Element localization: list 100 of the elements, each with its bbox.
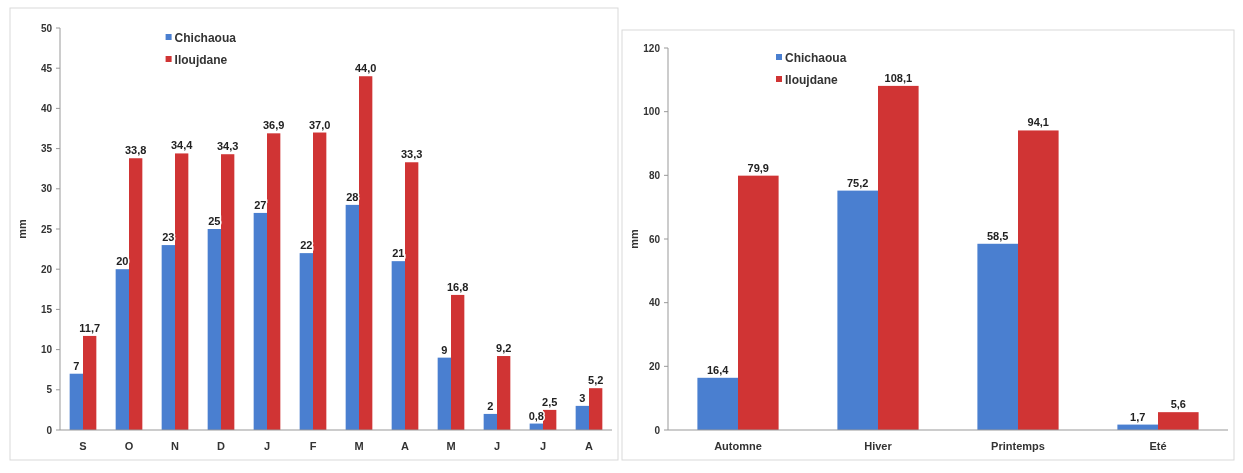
- y-tick-label: 10: [40, 344, 53, 356]
- bar: [878, 85, 919, 430]
- data-label: 11,7: [79, 321, 101, 334]
- data-label: 3: [579, 391, 586, 404]
- data-label: 16,8: [446, 280, 469, 293]
- y-tick-label: 60: [648, 233, 661, 245]
- y-axis-title: mm: [16, 219, 28, 239]
- y-tick-label: 80: [648, 169, 661, 181]
- x-tick-label: A: [401, 440, 410, 452]
- x-tick-label: Printemps: [991, 440, 1045, 452]
- bar: [837, 190, 878, 430]
- data-label: 44,0: [354, 62, 377, 75]
- bar: [313, 132, 327, 430]
- bar: [738, 175, 779, 430]
- data-label: 16,4: [706, 363, 730, 376]
- y-tick-label: 20: [648, 360, 661, 372]
- data-label: 34,4: [170, 139, 194, 152]
- bar: [345, 204, 359, 430]
- bar: [299, 253, 313, 430]
- data-label: 75,2: [846, 176, 869, 189]
- legend-label: Iloujdane: [174, 53, 228, 68]
- y-tick-label: 40: [648, 297, 661, 309]
- x-tick-label: O: [124, 440, 134, 452]
- bar: [129, 158, 143, 430]
- bar: [977, 243, 1018, 430]
- data-label: 9,2: [496, 342, 512, 355]
- bar: [451, 294, 465, 430]
- legend-label: Chichaoua: [785, 51, 847, 66]
- data-label: 27: [254, 198, 267, 211]
- data-label: 7: [73, 359, 80, 372]
- bar: [1018, 130, 1059, 430]
- bar: [405, 162, 419, 430]
- x-tick-label: F: [309, 440, 317, 452]
- data-label: 37,0: [308, 118, 331, 131]
- y-tick-label: 45: [40, 62, 53, 74]
- bar: [1158, 412, 1199, 430]
- data-label: 21: [392, 247, 405, 260]
- data-label: 33,3: [400, 148, 423, 161]
- y-tick-label: 100: [643, 106, 661, 118]
- bar: [267, 133, 281, 430]
- x-tick-label: M: [446, 440, 456, 452]
- data-label: 22: [300, 239, 313, 252]
- data-label: 1,7: [1130, 410, 1146, 423]
- y-tick-label: 120: [643, 42, 661, 54]
- y-tick-label: 15: [40, 303, 53, 315]
- x-tick-label: M: [354, 440, 364, 452]
- data-label: 25: [208, 215, 221, 227]
- bar: [83, 335, 97, 430]
- bar: [575, 405, 589, 430]
- bar: [589, 388, 603, 430]
- data-label: 79,9: [747, 161, 770, 174]
- data-label: 33,8: [124, 144, 147, 157]
- x-tick-label: D: [217, 440, 226, 452]
- data-label: 94,1: [1027, 116, 1050, 129]
- x-tick-label: Automne: [714, 440, 762, 452]
- legend-label: Chichaoua: [174, 31, 237, 46]
- bar: [115, 269, 129, 430]
- legend-label: Iloujdane: [785, 73, 838, 88]
- bar: [253, 212, 267, 430]
- data-label: 2,5: [542, 395, 558, 408]
- data-label: 20: [116, 255, 129, 268]
- y-tick-label: 20: [40, 263, 53, 275]
- bar: [359, 76, 373, 430]
- x-tick-label: J: [263, 440, 271, 452]
- bar: [483, 413, 497, 430]
- data-label: 9: [441, 343, 448, 356]
- data-label: 23: [162, 231, 175, 244]
- x-tick-label: J: [539, 440, 547, 452]
- bar: [497, 356, 511, 430]
- data-label: 34,3: [216, 140, 239, 153]
- x-tick-label: S: [79, 440, 87, 452]
- bar: [161, 245, 175, 430]
- bar: [391, 261, 405, 430]
- x-tick-label: A: [585, 440, 594, 452]
- y-axis-title: mm: [628, 229, 640, 249]
- data-label: 5,6: [1170, 398, 1186, 411]
- data-label: 2: [487, 399, 494, 412]
- bar: [221, 154, 235, 430]
- y-tick-label: 25: [40, 223, 53, 235]
- y-tick-label: 5: [46, 384, 53, 396]
- y-tick-label: 30: [40, 183, 53, 195]
- y-tick-label: 40: [40, 102, 53, 114]
- data-label: 108,1: [884, 71, 913, 84]
- x-tick-label: Eté: [1149, 440, 1167, 452]
- x-tick-label: N: [171, 440, 180, 452]
- y-tick-label: 0: [654, 424, 661, 436]
- y-tick-label: 35: [40, 143, 53, 155]
- data-label: 5,2: [588, 374, 604, 387]
- data-label: 36,9: [262, 119, 285, 132]
- bar: [697, 377, 738, 430]
- bar: [69, 373, 83, 430]
- bar: [207, 229, 221, 430]
- data-label: 28: [346, 190, 359, 203]
- bar: [175, 153, 189, 430]
- y-tick-label: 50: [40, 22, 53, 34]
- x-tick-label: J: [493, 440, 501, 452]
- y-tick-label: 0: [46, 424, 53, 436]
- data-label: 58,5: [986, 229, 1009, 242]
- x-tick-label: Hiver: [864, 440, 893, 452]
- bar: [437, 357, 451, 430]
